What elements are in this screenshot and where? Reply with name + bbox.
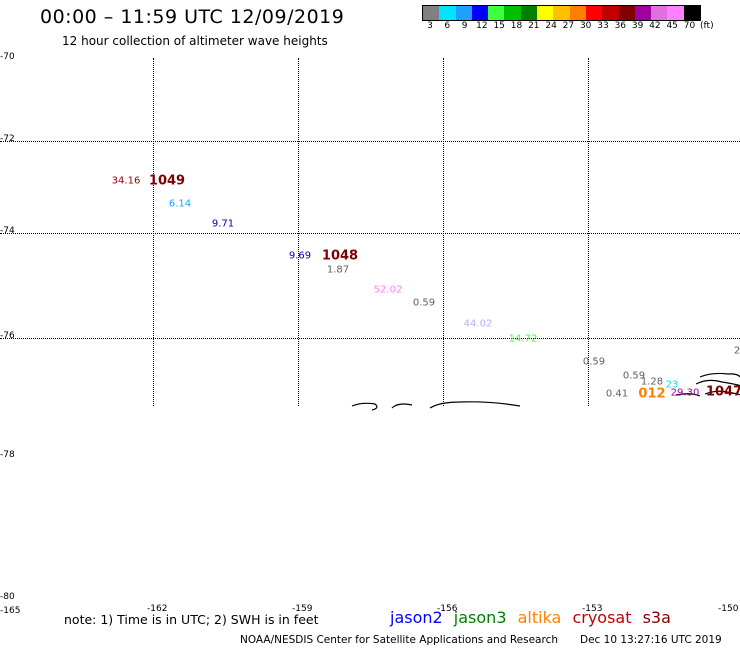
color-swatch: [455, 6, 472, 20]
cyclone-pass-label: 1049: [148, 173, 186, 189]
color-scale-label: 42: [649, 21, 661, 31]
color-scale-labels: 3 6 9 12 15 18 21 24 27 30 33 36 39 42 45 70 (ft): [422, 21, 740, 33]
color-swatch: [634, 6, 652, 20]
lon-label: -153: [582, 604, 603, 614]
color-swatch: [423, 6, 440, 20]
color-scale-label: 33: [597, 21, 609, 31]
color-scale-label: 24: [545, 21, 557, 31]
color-scale-label: 39: [631, 21, 644, 31]
color-scale-label: 3: [427, 21, 433, 31]
color-swatch: [471, 6, 489, 20]
color-swatch: [651, 6, 668, 20]
color-swatch: [683, 6, 701, 20]
wave-height-reading: 29.30: [670, 387, 700, 399]
legend-item-s3a: s3a: [642, 608, 671, 627]
color-scale-label: 70: [683, 21, 696, 31]
lat-gridline: [0, 338, 740, 339]
color-scale-label: 12: [476, 21, 488, 31]
color-swatch: [667, 6, 684, 20]
wave-height-reading: 9.71: [211, 218, 235, 230]
legend-item-cryosat: cryosat: [572, 608, 632, 627]
lat-label: -78: [0, 450, 15, 460]
color-swatch: [520, 6, 538, 20]
lat-gridline: [0, 141, 740, 142]
wave-height-reading: 23: [665, 379, 679, 391]
wave-height-reading: 14.72: [508, 333, 538, 345]
lon-label: -165: [0, 606, 21, 616]
lat-gridline: [0, 233, 740, 234]
lat-label: -76: [0, 331, 15, 341]
legend-item-jason2: jason2: [390, 608, 443, 627]
color-scale-label: 6: [444, 21, 451, 31]
color-scale-label: 30: [579, 21, 592, 31]
color-scale-label: 36: [614, 21, 627, 31]
color-swatch: [553, 6, 570, 20]
lat-label: -80: [0, 592, 15, 602]
color-scale-bar: [422, 5, 702, 21]
wave-height-reading: 0.59: [622, 370, 646, 382]
color-scale-label: 21: [528, 21, 540, 31]
map-title: 00:00 – 11:59 UTC 12/09/2019: [40, 6, 345, 28]
wave-height-reading: 2: [733, 345, 740, 357]
cyclone-pass-label: 1048: [321, 248, 359, 264]
color-swatch: [602, 6, 619, 20]
lon-label: -162: [147, 604, 168, 614]
color-scale-label: 9: [461, 21, 468, 31]
color-scale-label: 18: [510, 21, 523, 31]
wave-height-reading: 6.14: [168, 198, 192, 210]
color-swatch: [537, 6, 554, 20]
wave-height-reading: 0.59: [582, 356, 606, 368]
wave-height-reading: 1.28: [640, 376, 664, 388]
color-scale-label: (ft): [700, 21, 714, 31]
wave-height-reading: 9.69: [288, 250, 312, 262]
legend-item-altika: altika: [517, 608, 562, 627]
lon-gridline: [298, 58, 299, 406]
satellite-legend: jason2 jason3 altika cryosat s3a: [390, 608, 677, 627]
color-swatch: [439, 6, 456, 20]
wave-height-reading: 0.41: [605, 388, 629, 400]
wave-height-reading: 012: [638, 386, 666, 402]
lat-label: -72: [0, 134, 15, 144]
color-scale-label: 15: [493, 21, 505, 31]
wave-height-reading: 44.02: [463, 318, 493, 330]
lon-label: -150: [718, 604, 739, 614]
lon-label: -159: [292, 604, 313, 614]
color-scale-label: 45: [666, 21, 678, 31]
lon-gridline: [443, 58, 444, 406]
lon-label: -156: [437, 604, 458, 614]
wave-height-reading: 1.87: [326, 264, 350, 276]
cyclone-pass-label: 1047: [705, 384, 740, 400]
map-subtitle: 12 hour collection of altimeter wave hei…: [62, 34, 328, 48]
wave-height-reading: 34.16: [111, 175, 141, 187]
generation-timestamp: Dec 10 13:27:16 UTC 2019: [580, 634, 722, 646]
color-swatch: [618, 6, 635, 20]
wave-height-reading: 0.59: [412, 297, 436, 309]
credit-line: NOAA/NESDIS Center for Satellite Applica…: [240, 634, 558, 646]
color-scale-label: 27: [562, 21, 575, 31]
lon-gridline: [153, 58, 154, 406]
wave-height-reading: 52.02: [373, 284, 403, 296]
color-swatch: [488, 6, 505, 20]
footer-note: note: 1) Time is in UTC; 2) SWH is in fe…: [64, 612, 319, 627]
lon-gridline: [588, 58, 589, 406]
color-swatch: [569, 6, 586, 20]
lat-label: -74: [0, 226, 15, 236]
legend-item-jason3: jason3: [453, 608, 507, 627]
color-swatch: [504, 6, 521, 20]
lat-label: -70: [0, 52, 15, 62]
color-swatch: [585, 6, 603, 20]
